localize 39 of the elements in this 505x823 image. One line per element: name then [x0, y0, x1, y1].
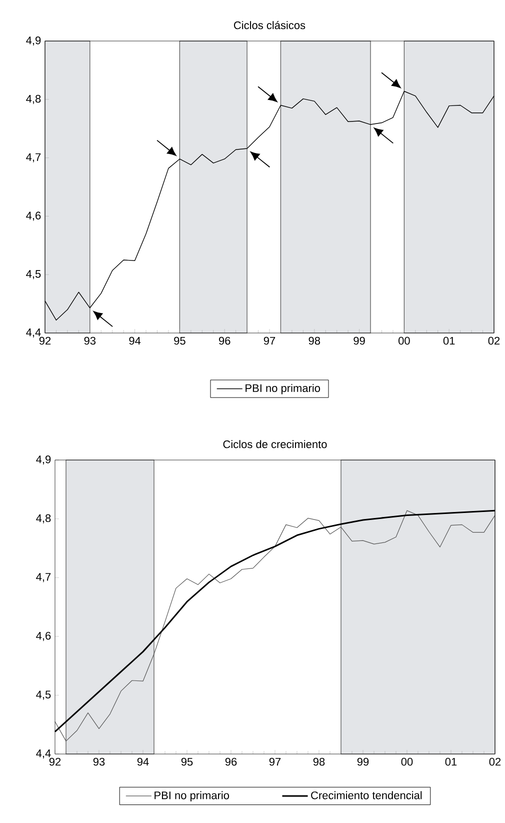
- x-tick-label: 92: [40, 336, 51, 345]
- chart-title: Ciclos de crecimiento: [223, 440, 327, 448]
- x-tick-label: 92: [50, 758, 61, 766]
- y-tick-label: 4,5: [26, 270, 41, 280]
- y-tick-label: 4,4: [36, 750, 51, 758]
- y-tick-label: 4,6: [26, 212, 41, 221]
- y-tick-label: 4,9: [36, 455, 51, 465]
- x-tick-label: 93: [94, 758, 105, 766]
- x-tick-label: 98: [308, 336, 320, 345]
- x-tick-label: 94: [138, 758, 149, 766]
- y-tick-label: 4,7: [36, 573, 51, 582]
- x-tick-label: 99: [354, 336, 365, 345]
- x-tick-label: 01: [445, 758, 457, 766]
- x-tick-label: 95: [174, 336, 186, 345]
- x-tick-label: 02: [488, 336, 500, 345]
- x-tick-label: 99: [358, 758, 369, 766]
- x-tick-label: 96: [219, 336, 230, 345]
- x-tick-label: 02: [489, 758, 501, 766]
- y-tick-label: 4,6: [36, 632, 51, 641]
- y-tick-label: 4,8: [26, 94, 41, 104]
- x-tick-label: 97: [264, 336, 276, 345]
- y-tick-label: 4,7: [26, 153, 41, 162]
- y-tick-label: 4,5: [36, 690, 51, 700]
- x-tick-label: 98: [314, 758, 325, 766]
- x-tick-label: 97: [270, 758, 281, 766]
- chart-title: Ciclos clásicos: [234, 20, 306, 30]
- x-tick-label: 01: [444, 336, 455, 345]
- y-tick-label: 4,9: [26, 36, 41, 46]
- x-tick-label: 96: [226, 758, 237, 766]
- x-tick-label: 00: [401, 758, 413, 766]
- legend-label: Crecimiento tendencial: [311, 791, 422, 800]
- legend-label: PBI no primario: [246, 384, 320, 394]
- x-tick-label: 00: [398, 336, 410, 345]
- y-tick-label: 4,4: [26, 328, 41, 338]
- x-tick-label: 95: [182, 758, 193, 766]
- x-tick-label: 93: [84, 336, 96, 345]
- y-tick-label: 4,8: [36, 514, 51, 524]
- x-tick-label: 94: [129, 336, 141, 345]
- legend-label: PBI no primario: [154, 791, 230, 802]
